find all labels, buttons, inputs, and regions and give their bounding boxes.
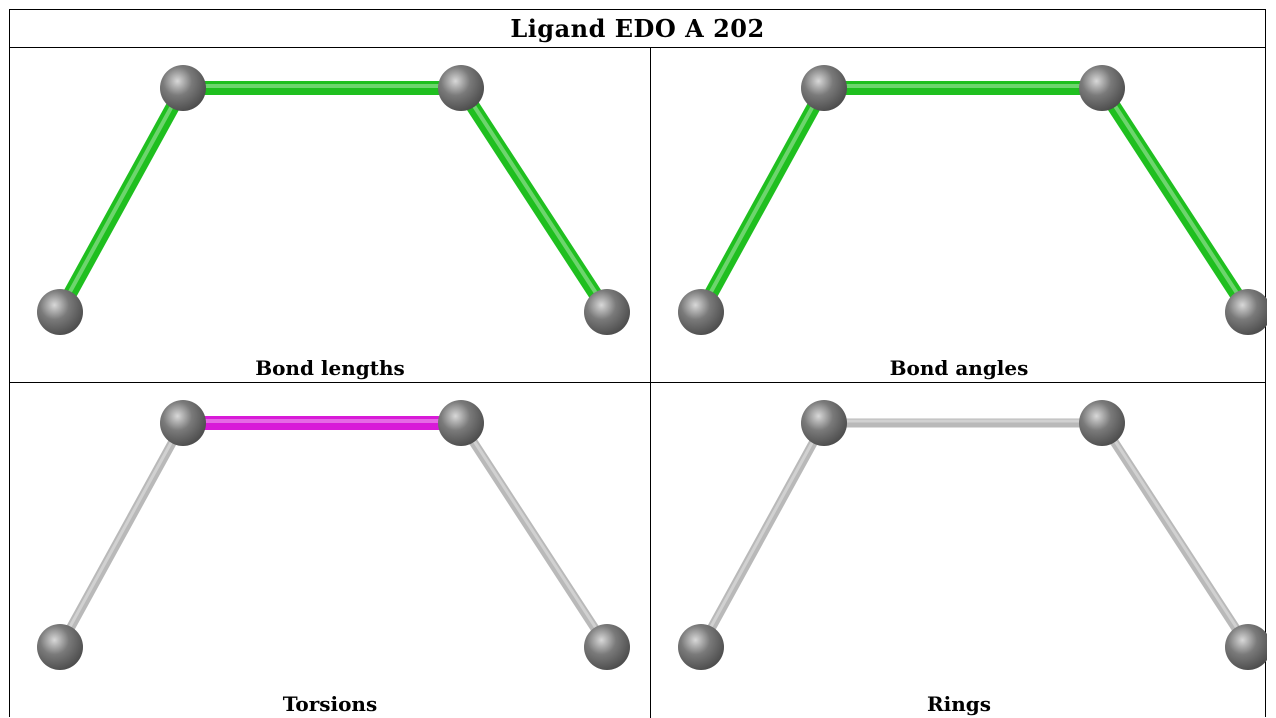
atom-c2 <box>160 65 206 111</box>
panel-rings: Rings <box>651 383 1267 718</box>
bond-1 <box>697 420 828 650</box>
bond-3 <box>457 420 611 650</box>
atom-c3 <box>438 400 484 446</box>
atom-c2 <box>160 400 206 446</box>
bond-3 <box>1096 84 1254 316</box>
atom-c1 <box>37 624 83 670</box>
molecule-rings <box>678 400 1267 670</box>
bond-2 <box>824 81 1102 95</box>
bond-1 <box>694 84 831 316</box>
bond-1 <box>53 84 190 316</box>
atom-c4 <box>1225 289 1267 335</box>
atom-c3 <box>1079 65 1125 111</box>
atom-c2 <box>801 65 847 111</box>
panel-grid: Bond lengths Bond angles Torsions Rings <box>10 48 1267 718</box>
bond-3 <box>455 84 613 316</box>
bond-2 <box>183 416 461 430</box>
atom-c4 <box>584 624 630 670</box>
atom-c3 <box>438 65 484 111</box>
caption-torsions: Torsions <box>282 692 378 716</box>
horizontal-divider <box>10 382 1265 383</box>
caption-bond-lengths: Bond lengths <box>255 356 405 380</box>
atom-c4 <box>1225 624 1267 670</box>
bond-2 <box>824 418 1102 428</box>
ligand-figure-frame: Ligand EDO A 202 Bond lengths Bond angle… <box>9 9 1267 718</box>
panel-bond-angles: Bond angles <box>651 48 1267 382</box>
bond-1 <box>56 420 187 650</box>
atom-c1 <box>678 289 724 335</box>
atom-c1 <box>678 624 724 670</box>
molecule-bond-angles <box>678 65 1267 335</box>
panel-bond-lengths: Bond lengths <box>10 48 650 382</box>
molecule-bond-lengths <box>37 65 630 335</box>
atom-c4 <box>584 289 630 335</box>
atom-c1 <box>37 289 83 335</box>
figure-title: Ligand EDO A 202 <box>10 10 1265 48</box>
molecule-torsions <box>37 400 630 670</box>
atom-c2 <box>801 400 847 446</box>
bond-2 <box>183 81 461 95</box>
atom-c3 <box>1079 400 1125 446</box>
bond-3 <box>1098 420 1252 650</box>
panel-torsions: Torsions <box>10 383 650 718</box>
caption-rings: Rings <box>926 692 991 716</box>
vertical-divider <box>650 48 651 718</box>
caption-bond-angles: Bond angles <box>889 356 1029 380</box>
